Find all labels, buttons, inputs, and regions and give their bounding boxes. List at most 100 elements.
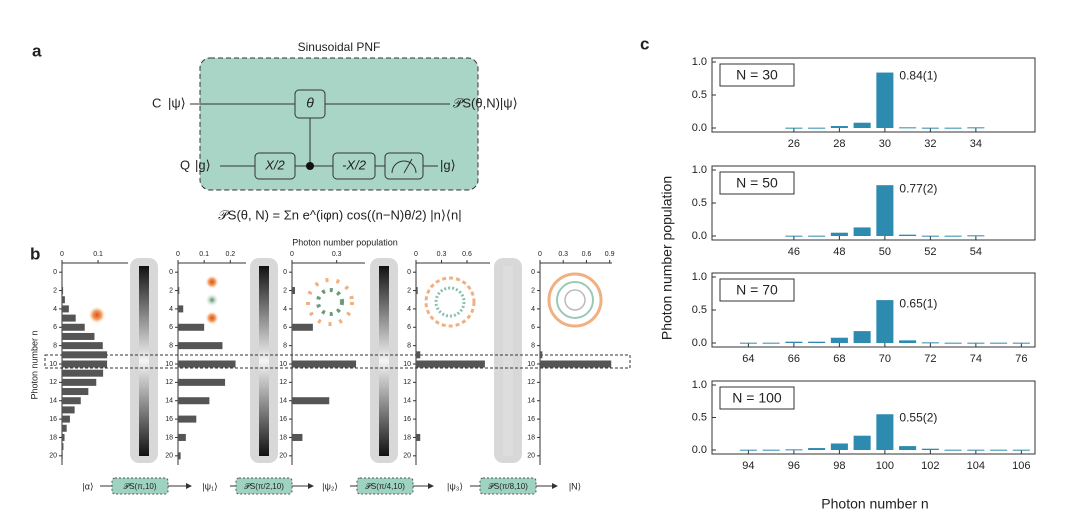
- bar: [921, 127, 939, 129]
- y-tick-label: 18: [49, 434, 57, 441]
- panel-label: c: [640, 34, 649, 53]
- bar: [876, 300, 894, 343]
- y-tick-label: 16: [527, 416, 535, 423]
- bar: [967, 449, 985, 451]
- x-tick-label: 34: [970, 138, 982, 150]
- operation: 𝒫S(π/8,10): [488, 482, 528, 491]
- y-tick-label: 8: [283, 342, 287, 349]
- bar: [830, 126, 848, 128]
- wigner: [205, 275, 219, 289]
- y-tick-label: 6: [283, 324, 287, 331]
- y-tick-label: 2: [531, 287, 535, 294]
- y-tick-label: 0.0: [692, 444, 707, 456]
- bar: [808, 448, 826, 450]
- bar: [540, 360, 612, 368]
- y-tick-label: 14: [49, 398, 57, 405]
- bar: [62, 397, 81, 405]
- x-tick-label: 66: [788, 353, 800, 365]
- axis-title: Photon number population: [292, 237, 398, 247]
- chart-title: N = 30: [736, 67, 778, 83]
- bar: [830, 443, 848, 450]
- bar: [853, 122, 871, 128]
- y-tick-label: 0.5: [692, 197, 707, 209]
- bar: [967, 235, 985, 237]
- y-tick-label: 8: [169, 342, 173, 349]
- bar: [762, 342, 780, 344]
- bar: [540, 351, 543, 359]
- y-tick-label: 2: [407, 287, 411, 294]
- meter-icon: [391, 158, 417, 174]
- y-tick-label: 20: [165, 453, 173, 460]
- gate: [294, 89, 326, 119]
- bar: [785, 449, 803, 451]
- x-tick-label: 0: [538, 251, 542, 258]
- bar: [62, 433, 65, 441]
- control-dot: [306, 162, 314, 170]
- operation: 𝒫S(π/2,10): [244, 482, 284, 491]
- bar: [739, 449, 757, 451]
- bar: [178, 397, 210, 405]
- x-tick-label: 76: [1015, 353, 1027, 365]
- strip: [503, 266, 513, 456]
- wigner: [316, 288, 344, 316]
- bar: [178, 342, 223, 350]
- x-tick-label: 0.1: [93, 251, 103, 258]
- x-tick-label: 96: [788, 460, 800, 472]
- x-tick-label: 0.6: [462, 251, 472, 258]
- circuit-title: Sinusoidal PNF: [298, 40, 381, 54]
- y-tick-label: 10: [403, 361, 411, 368]
- state-label: |N⟩: [569, 481, 581, 491]
- y-tick-label: 16: [165, 416, 173, 423]
- title-box: [719, 63, 795, 87]
- x-tick-label: 72: [924, 353, 936, 365]
- y-tick-label: 18: [165, 434, 173, 441]
- bar: [178, 287, 180, 295]
- y-tick-label: 6: [53, 324, 57, 331]
- state-label: |ψ₂⟩: [322, 481, 338, 491]
- y-tick-label: 16: [49, 416, 57, 423]
- bar: [944, 449, 962, 451]
- op-box: [111, 477, 169, 495]
- wigner: [306, 278, 354, 326]
- y-tick-label: 1.0: [692, 271, 707, 283]
- bar: [921, 448, 939, 450]
- bar: [292, 360, 357, 368]
- bar: [62, 415, 70, 423]
- title-box: [719, 171, 795, 195]
- state-label: |ψ₃⟩: [447, 481, 463, 491]
- bar: [416, 351, 421, 359]
- circuit-output: 𝒫S(θ,N)|ψ⟩: [453, 95, 518, 110]
- wire-label: C: [152, 95, 161, 110]
- bar: [62, 406, 75, 414]
- bar: [808, 127, 826, 129]
- x-tick-label: 98: [833, 460, 845, 472]
- bar: [416, 433, 421, 441]
- operation: 𝒫S(π/4,10): [365, 482, 405, 491]
- bar: [178, 305, 184, 313]
- gate-label: θ: [306, 95, 314, 111]
- y-tick-label: 12: [165, 379, 173, 386]
- wigner: [564, 289, 586, 311]
- equation: 𝒫S(θ, N) = Σn e^(iφn) cos((n−N)θ/2) |n⟩⟨…: [218, 207, 461, 222]
- chart-title: N = 100: [732, 390, 782, 406]
- wire-state: |ψ⟩: [168, 95, 186, 110]
- x-tick-label: 0: [414, 251, 418, 258]
- annotation: 0.55(2): [899, 410, 937, 424]
- y-tick-label: 0.0: [692, 337, 707, 349]
- y-tick-label: 6: [169, 324, 173, 331]
- x-tick-label: 102: [921, 460, 939, 472]
- y-tick-label: 14: [527, 398, 535, 405]
- y-tick-label: 14: [403, 398, 411, 405]
- y-tick-label: 10: [49, 361, 57, 368]
- bar: [785, 235, 803, 237]
- bar: [785, 341, 803, 343]
- y-tick-label: 16: [403, 416, 411, 423]
- op-box: [479, 477, 537, 495]
- x-tick-label: 104: [967, 460, 985, 472]
- x-tick-label: 64: [742, 353, 754, 365]
- y-tick-label: 8: [53, 342, 57, 349]
- wire-label: Q: [180, 157, 190, 172]
- bar: [178, 452, 181, 460]
- x-tick-label: 94: [742, 460, 754, 472]
- bar: [62, 287, 64, 295]
